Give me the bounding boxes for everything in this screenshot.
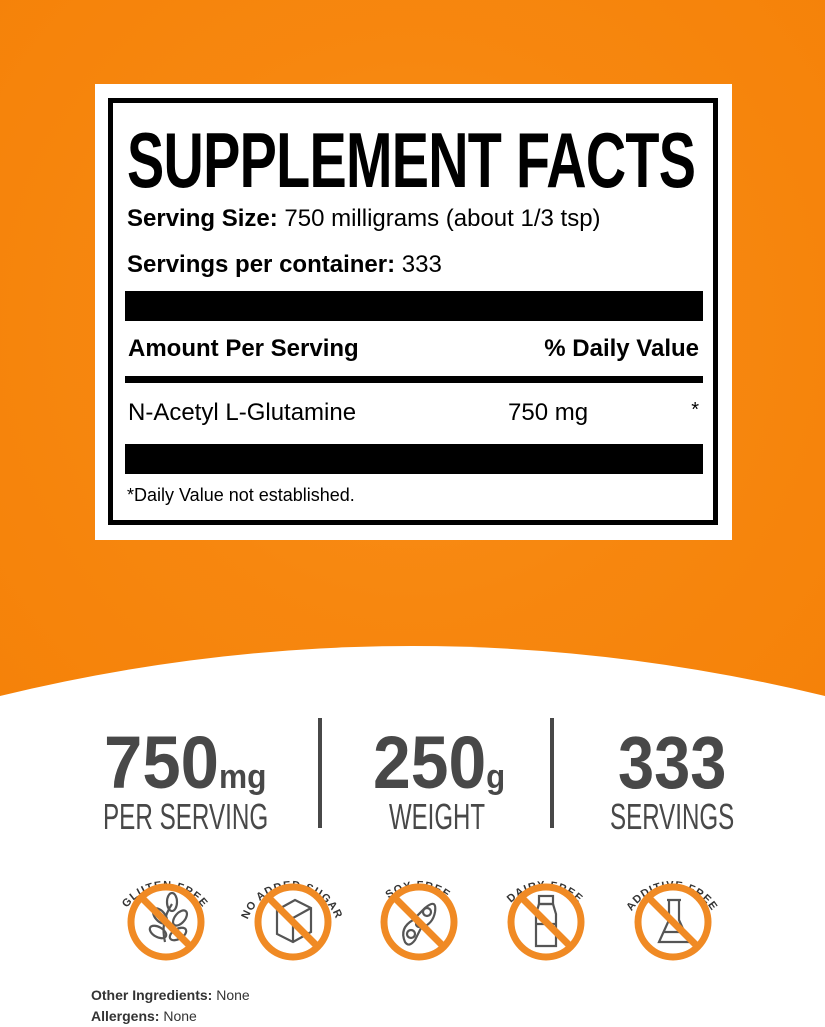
badge-no-added-sugar: NO ADDED SUGAR — [237, 862, 347, 972]
serving-size-value: 750 milligrams (about 1/3 tsp) — [284, 205, 601, 232]
daily-value-header: % Daily Value — [544, 335, 699, 362]
stat-divider — [318, 718, 322, 828]
panel-title: SUPPLEMENT FACTS — [127, 116, 696, 204]
serving-size-label: Serving Size: — [127, 205, 278, 232]
stat-per-serving-label: PER SERVING — [102, 796, 268, 837]
prohibited-circle-icon — [380, 883, 458, 961]
medium-divider — [125, 376, 703, 383]
ingredient-dv: * — [691, 399, 699, 421]
amount-per-serving-header: Amount Per Serving — [128, 335, 359, 362]
thick-divider-bottom — [125, 444, 703, 474]
stat-servings-label: SERVINGS — [610, 796, 735, 837]
prohibited-slash — [645, 894, 701, 950]
servings-value: 333 — [401, 251, 442, 278]
stat-divider — [550, 718, 554, 828]
stat-per-serving-value: 750mg — [104, 721, 267, 804]
ingredient-name: N-Acetyl L-Glutamine — [128, 399, 357, 426]
prohibited-circle-icon — [507, 883, 585, 961]
ingredient-amount: 750 mg — [508, 399, 589, 426]
badge-additive-free: ADDITIVE FREE — [617, 862, 727, 972]
other-ingredients: Other Ingredients: None — [91, 987, 250, 1003]
footer-info: Other Ingredients: None Allergens: None — [91, 985, 250, 1027]
allergens: Allergens: None — [91, 1008, 197, 1024]
thick-divider — [125, 291, 703, 321]
prohibited-slash — [391, 894, 447, 950]
serving-size: Serving Size: 750 milligrams (about 1/3 … — [127, 205, 601, 233]
badge-gluten-free: GLUTEN FREE — [110, 862, 220, 972]
prohibited-circle-icon — [634, 883, 712, 961]
prohibited-slash — [138, 894, 194, 950]
supplement-facts-border: SUPPLEMENT FACTS Serving Size: 750 milli… — [108, 98, 718, 525]
servings-per-container: Servings per container: 333 — [127, 251, 442, 279]
prohibited-circle-icon — [127, 883, 205, 961]
prohibited-slash — [265, 894, 321, 950]
stat-weight-value: 250g — [373, 721, 506, 804]
badge-soy-free: SOY FREE — [363, 862, 473, 972]
badge-dairy-free: DAIRY FREE — [490, 862, 600, 972]
prohibited-circle-icon — [254, 883, 332, 961]
stat-weight-label: WEIGHT — [389, 796, 485, 837]
supplement-facts-panel: SUPPLEMENT FACTS Serving Size: 750 milli… — [95, 84, 732, 540]
servings-label: Servings per container: — [127, 251, 396, 278]
prohibited-slash — [518, 894, 574, 950]
white-curve — [0, 646, 825, 702]
stat-servings-value: 333 — [618, 721, 727, 804]
footnote: *Daily Value not established. — [127, 485, 355, 505]
